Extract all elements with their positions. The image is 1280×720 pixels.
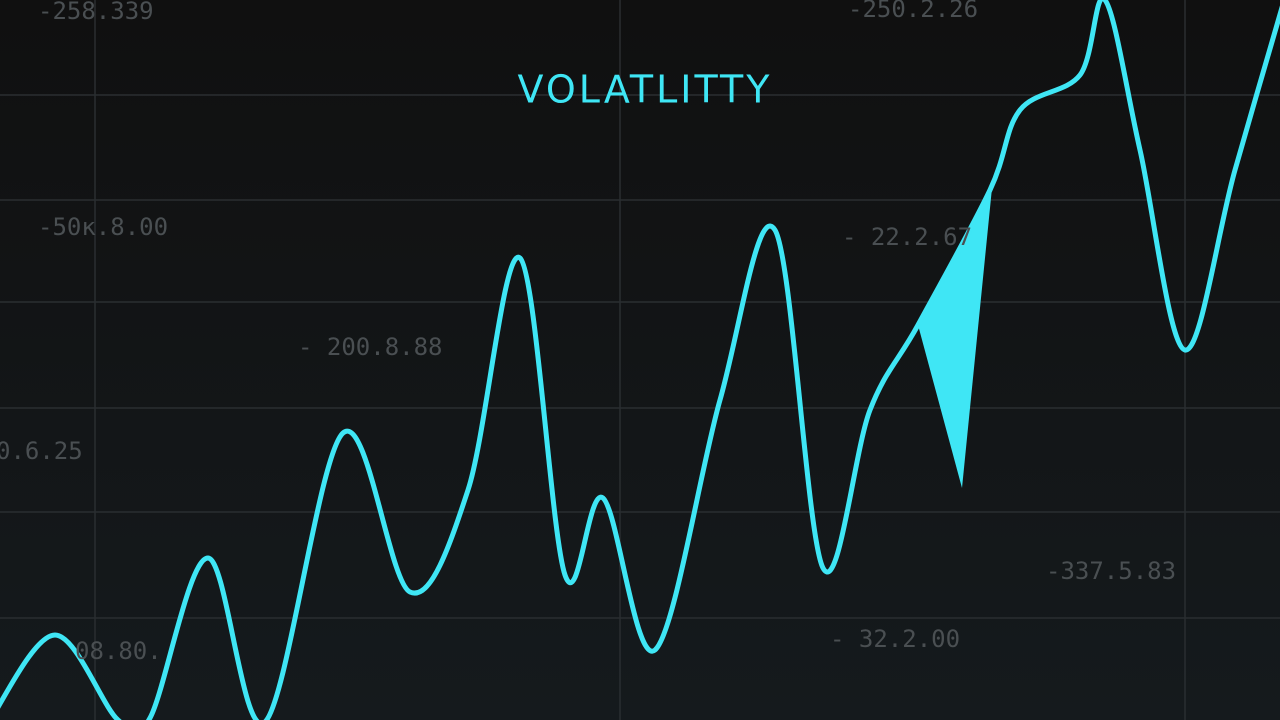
labels: -258.339 -250.2.26 -50ĸ.8.00 - 22.2.67 -… [0,0,1176,665]
label: -250.2.26 [848,0,978,23]
label: -337.5.83 [1046,557,1176,585]
label: -258.339 [38,0,154,25]
label: - 200.8.88 [298,333,443,361]
title: VOLATLITTY [518,68,773,112]
label: 08.80. [75,637,162,665]
label: - 22.2.67 [842,223,972,251]
label: - 32.2.00 [830,625,960,653]
label: -50ĸ.8.00 [38,213,168,241]
label: 0.6.25 [0,437,83,465]
spike [918,188,992,488]
